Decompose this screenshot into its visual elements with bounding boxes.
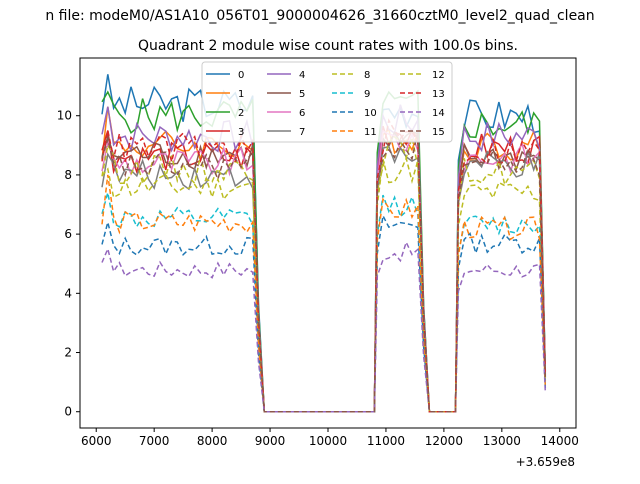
x-tick-label: 13000 [483,434,521,448]
series-13-line [101,118,547,413]
y-tick-label: 8 [64,168,72,182]
legend-label-6: 6 [299,108,305,119]
series-10-line [101,213,547,413]
x-tick-label: 14000 [541,434,579,448]
x-axis: 6000 7000 8000 9000 10000 11000 12000 13000 1400… [81,428,579,448]
x-tick-label: 10000 [309,434,347,448]
x-axis-offset-label: +3.659e8 [516,455,575,469]
legend-label-1: 1 [238,89,244,100]
series-3-line [101,125,547,413]
series-7-line [101,145,547,413]
chart-title: Quadrant 2 module wise count rates with … [138,38,518,54]
legend-label-12: 12 [432,70,445,81]
legend-label-13: 13 [432,89,445,100]
legend-label-9: 9 [364,89,370,100]
legend-label-2: 2 [238,108,244,119]
legend-label-8: 8 [364,70,370,81]
x-tick-label: 9000 [255,434,286,448]
x-tick-label: 6000 [81,434,112,448]
legend-label-5: 5 [299,89,305,100]
series-15-line [101,131,547,413]
legend-label-7: 7 [299,127,305,138]
x-tick-label: 7000 [139,434,170,448]
y-tick-label: 6 [64,227,72,241]
x-tick-label: 8000 [197,434,228,448]
series-11-line [101,174,547,413]
series-8-line [101,155,547,413]
legend-label-11: 11 [364,127,377,138]
figure-suptitle: n file: modeM0/AS1A10_056T01_9000004626_… [45,8,594,24]
x-tick-label: 12000 [425,434,463,448]
y-tick-label: 2 [64,346,72,360]
legend-label-4: 4 [299,70,305,81]
series-1-line [101,106,547,413]
legend-label-15: 15 [432,127,445,138]
y-tick-label: 0 [64,405,72,419]
legend-label-3: 3 [238,127,244,138]
x-tick-label: 11000 [367,434,405,448]
y-tick-label: 4 [64,286,72,300]
y-axis: 0 2 4 6 8 10 [57,109,80,419]
legend-box [201,61,453,143]
series-14-line [101,240,547,413]
legend-label-14: 14 [432,108,445,119]
legend-label-0: 0 [238,70,244,81]
y-tick-label: 10 [57,109,72,123]
legend-label-10: 10 [364,108,377,119]
series-layer [101,74,547,413]
